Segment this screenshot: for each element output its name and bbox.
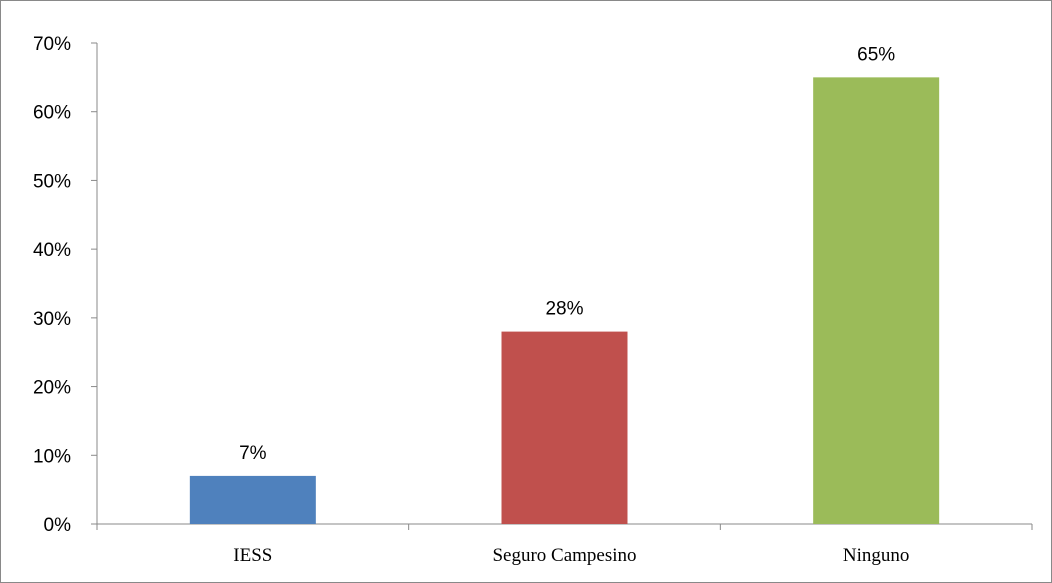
y-axis: 0% 10% 20% 30% 40% 50% 60% 70% [33, 34, 98, 536]
y-tick-label: 70% [33, 34, 71, 55]
y-tick-label: 60% [33, 103, 71, 124]
x-axis: IESS Seguro Campesino Ninguno [96, 523, 1033, 566]
data-label: 28% [545, 299, 583, 320]
y-tick-label: 20% [33, 378, 71, 399]
bars [189, 77, 940, 524]
data-label: 65% [857, 44, 895, 65]
bar [813, 77, 940, 524]
y-tick-label: 50% [33, 171, 71, 192]
x-category-label: Ninguno [843, 545, 910, 566]
y-tick-label: 40% [33, 240, 71, 261]
data-labels: 7% 28% 65% [239, 44, 895, 464]
data-label: 7% [239, 443, 267, 464]
bar [189, 475, 316, 524]
y-tick-label: 0% [44, 515, 72, 536]
y-tick-label: 30% [33, 309, 71, 330]
x-category-label: Seguro Campesino [492, 545, 636, 566]
y-tick-label: 10% [33, 446, 71, 467]
x-category-label: IESS [233, 545, 272, 566]
bar [501, 331, 628, 524]
